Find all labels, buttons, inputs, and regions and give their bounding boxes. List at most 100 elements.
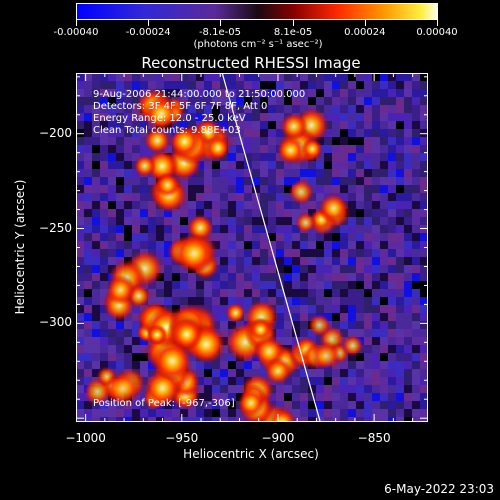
heatmap-cell	[148, 409, 156, 417]
heatmap-cell	[76, 401, 84, 409]
heatmap-cell	[324, 273, 332, 281]
heatmap-cell	[116, 121, 124, 129]
heatmap-cell	[212, 201, 220, 209]
heatmap-cell	[324, 417, 332, 422]
heatmap-cell	[332, 409, 340, 417]
heatmap-cell	[300, 305, 308, 313]
heatmap-cell	[380, 217, 388, 225]
heatmap-cell	[76, 337, 84, 345]
heatmap-cell	[396, 185, 404, 193]
heatmap-cell	[380, 361, 388, 369]
heatmap-cell	[92, 337, 100, 345]
heatmap-cell	[372, 145, 380, 153]
heatmap-cell	[212, 289, 220, 297]
heatmap-cell	[412, 129, 420, 137]
heatmap-cell	[356, 145, 364, 153]
heatmap-cell	[76, 353, 84, 361]
heatmap-cell	[212, 409, 220, 417]
heatmap-cell	[228, 89, 236, 97]
heatmap-cell	[396, 105, 404, 113]
heatmap-cell	[324, 233, 332, 241]
heatmap-cell	[148, 73, 156, 81]
heatmap-cell	[404, 145, 412, 153]
heatmap-cell	[348, 161, 356, 169]
heatmap-cell	[324, 297, 332, 305]
heatmap-cell	[356, 273, 364, 281]
heatmap-cell	[276, 393, 284, 401]
heatmap-cell	[420, 145, 428, 153]
heatmap-cell	[396, 265, 404, 273]
heatmap-cell	[348, 305, 356, 313]
heatmap-cell	[364, 153, 372, 161]
heatmap-cell	[108, 217, 116, 225]
heatmap-cell	[156, 225, 164, 233]
heatmap-cell	[116, 321, 124, 329]
heatmap-cell	[268, 153, 276, 161]
heatmap-cell	[372, 353, 380, 361]
heatmap-cell	[212, 225, 220, 233]
heatmap-cell	[372, 417, 380, 422]
heatmap-cell	[396, 401, 404, 409]
heatmap-cell	[228, 73, 236, 81]
heatmap-cell	[244, 89, 252, 97]
heatmap-cell	[76, 417, 84, 422]
heatmap-cell	[380, 105, 388, 113]
heatmap-cell	[124, 353, 132, 361]
heatmap-cell	[284, 321, 292, 329]
heatmap-cell	[236, 73, 244, 81]
heatmap-cell	[84, 217, 92, 225]
y-tick-label: −250	[39, 220, 72, 235]
heatmap-cell	[260, 113, 268, 121]
heatmap-cell	[380, 225, 388, 233]
heatmap-cell	[372, 305, 380, 313]
heatmap-cell	[420, 121, 428, 129]
heatmap-cell	[108, 409, 116, 417]
bright-region-blob	[225, 302, 246, 324]
heatmap-cell	[92, 417, 100, 422]
heatmap-cell	[388, 273, 396, 281]
heatmap-cell	[148, 201, 156, 209]
heatmap-cell	[228, 185, 236, 193]
heatmap-cell	[372, 273, 380, 281]
heatmap-cell	[172, 265, 180, 273]
heatmap-cell	[356, 217, 364, 225]
heatmap-cell	[292, 169, 300, 177]
heatmap-cell	[140, 409, 148, 417]
heatmap-cell	[332, 257, 340, 265]
heatmap-cell	[356, 225, 364, 233]
heatmap-cell	[220, 249, 228, 257]
heatmap-cell	[172, 297, 180, 305]
heatmap-cell	[116, 161, 124, 169]
heatmap-cell	[236, 137, 244, 145]
heatmap-cell	[132, 177, 140, 185]
heatmap-cell	[276, 105, 284, 113]
heatmap-cell	[308, 401, 316, 409]
heatmap-cell	[364, 361, 372, 369]
heatmap-cell	[284, 225, 292, 233]
heatmap-cell	[228, 249, 236, 257]
heatmap-cell	[236, 121, 244, 129]
heatmap-cell	[84, 401, 92, 409]
heatmap-cell	[188, 185, 196, 193]
heatmap-cell	[108, 361, 116, 369]
heatmap-cell	[404, 361, 412, 369]
heatmap-cell	[188, 73, 196, 81]
heatmap-cell	[388, 305, 396, 313]
heatmap-cell	[364, 329, 372, 337]
heatmap-cell	[252, 193, 260, 201]
heatmap-cell	[124, 177, 132, 185]
bright-region-blob	[143, 126, 172, 155]
heatmap-cell	[396, 329, 404, 337]
heatmap-cell	[260, 233, 268, 241]
heatmap-cell	[380, 385, 388, 393]
heatmap-cell	[340, 385, 348, 393]
heatmap-cell	[244, 201, 252, 209]
heatmap-cell	[380, 73, 388, 81]
heatmap-cell	[292, 249, 300, 257]
heatmap-cell	[100, 153, 108, 161]
heatmap-cell	[92, 209, 100, 217]
heatmap-cell	[412, 409, 420, 417]
heatmap-cell	[252, 185, 260, 193]
heatmap-cell	[300, 73, 308, 81]
heatmap-cell	[276, 305, 284, 313]
